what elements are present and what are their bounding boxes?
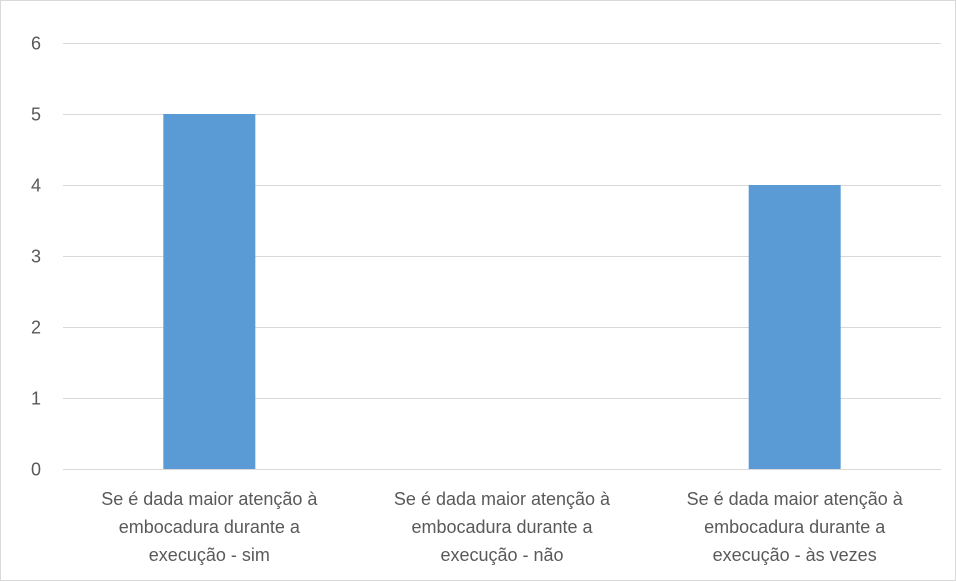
x-category-label-line: execução - às vezes bbox=[713, 545, 877, 565]
x-category-label-line: execução - não bbox=[440, 545, 563, 565]
y-tick-label: 2 bbox=[31, 318, 41, 338]
x-category-label: Se é dada maior atenção à embocadura dura… bbox=[101, 489, 318, 565]
x-category-label: Se é dada maior atenção à embocadura dura… bbox=[687, 489, 904, 565]
y-tick-label: 0 bbox=[31, 460, 41, 480]
x-category-label-line: embocadura durante a bbox=[704, 517, 886, 537]
bar-3 bbox=[748, 185, 841, 469]
x-category-label-line: Se é dada maior atenção à bbox=[101, 489, 318, 509]
y-tick-label: 5 bbox=[31, 105, 41, 125]
y-tick-label: 6 bbox=[31, 34, 41, 54]
x-category-label-line: execução - sim bbox=[149, 545, 270, 565]
x-category-label-line: Se é dada maior atenção à bbox=[687, 489, 904, 509]
x-axis-category-labels: Se é dada maior atenção à embocadura dura… bbox=[101, 489, 903, 565]
x-category-label-line: Se é dada maior atenção à bbox=[394, 489, 611, 509]
x-category-label-line: embocadura durante a bbox=[119, 517, 301, 537]
y-tick-label: 3 bbox=[31, 247, 41, 267]
x-category-label-line: embocadura durante a bbox=[411, 517, 593, 537]
y-tick-label: 4 bbox=[31, 176, 41, 196]
y-axis-tick-labels: 0 1 2 3 4 5 6 bbox=[31, 34, 41, 480]
x-category-label: Se é dada maior atenção à embocadura dura… bbox=[394, 489, 611, 565]
bars bbox=[163, 114, 841, 469]
y-tick-label: 1 bbox=[31, 389, 41, 409]
bar-1 bbox=[163, 114, 256, 469]
